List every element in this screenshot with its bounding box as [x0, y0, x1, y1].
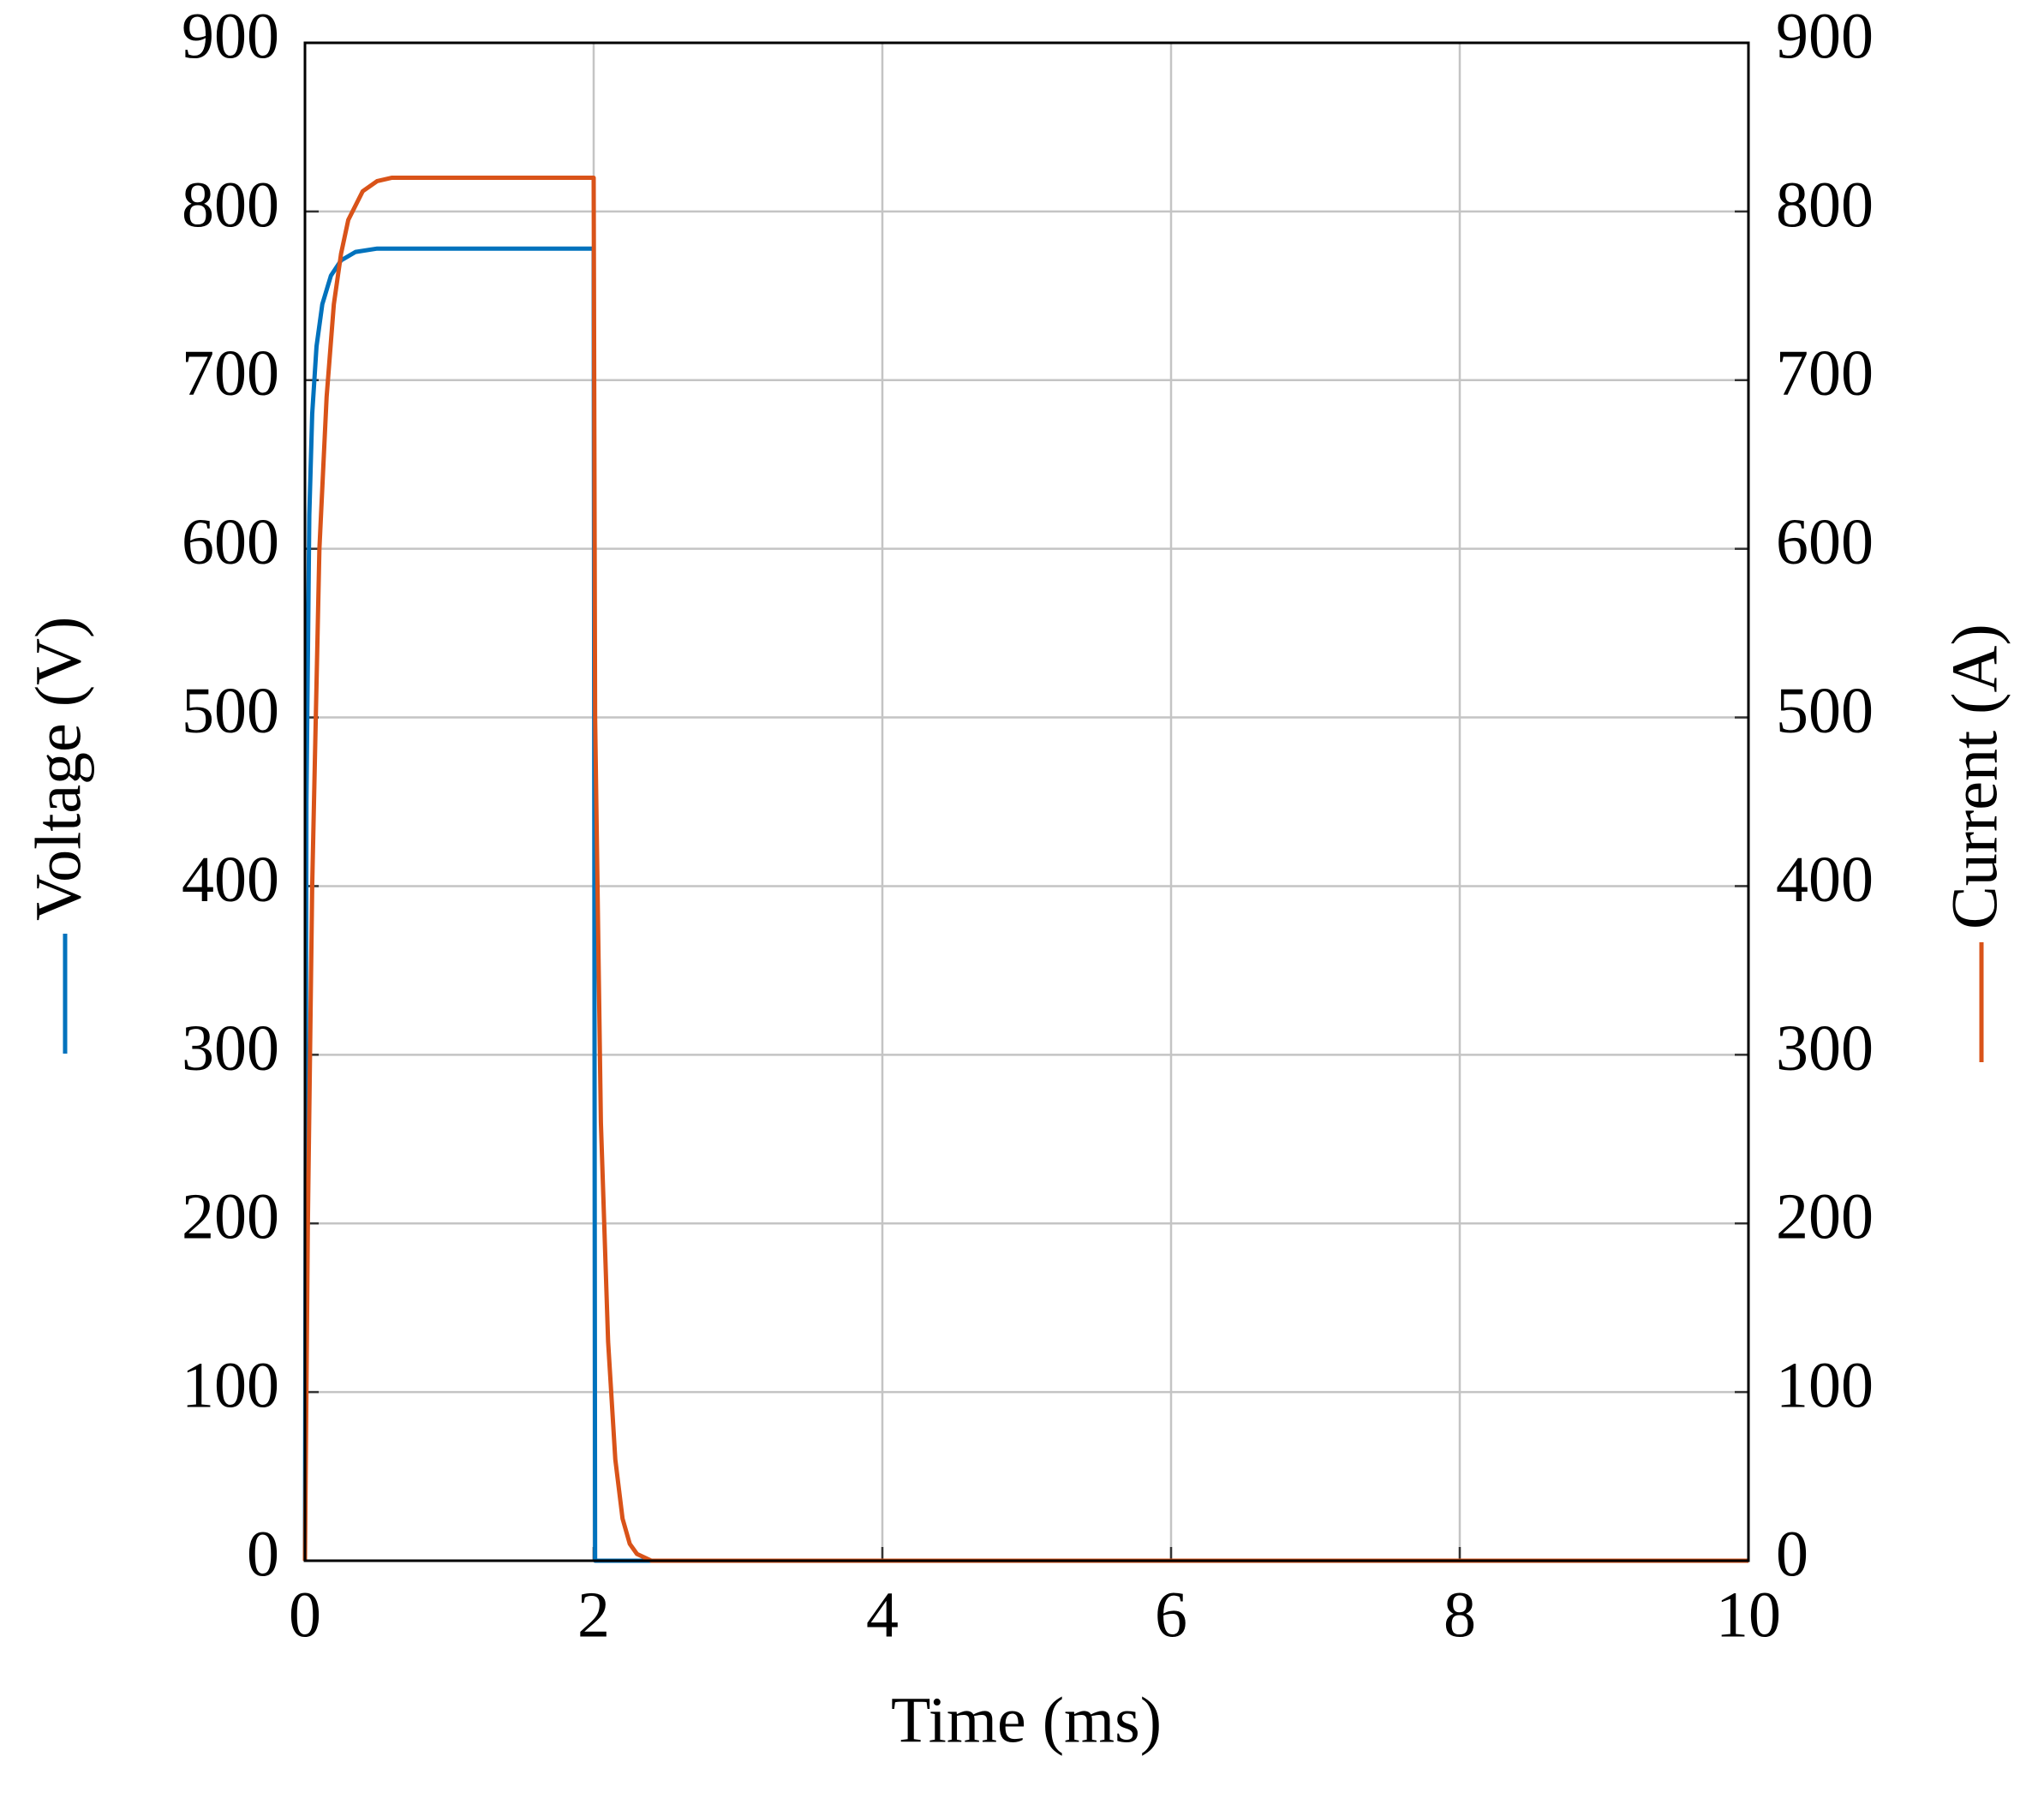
y-tick-label: 600	[182, 506, 279, 578]
series-line	[302, 176, 1748, 1563]
y2-tick-label: 300	[1776, 1012, 1874, 1084]
y2-tick-label: 600	[1776, 506, 1874, 578]
x-tick-label: 10	[1716, 1579, 1781, 1651]
y2-axis-label: Current (A)	[1939, 624, 2011, 929]
x-tick-label: 4	[866, 1579, 899, 1651]
plot-frame	[303, 41, 1750, 1562]
y2-tick-label: 900	[1776, 0, 1874, 72]
y2-tick-label: 200	[1776, 1181, 1874, 1253]
y-tick-label: 0	[247, 1518, 279, 1590]
y-tick-label: 200	[182, 1181, 279, 1253]
y2-tick-label: 700	[1776, 337, 1874, 409]
lines	[302, 176, 1748, 1563]
y-axis-label: Voltage (V)	[22, 617, 94, 921]
y-tick-label: 500	[182, 675, 279, 747]
y2-tick-label: 500	[1776, 675, 1874, 747]
y-tick-label: 300	[182, 1012, 279, 1084]
y2-tick-label: 100	[1776, 1350, 1874, 1422]
x-tick-label: 8	[1443, 1579, 1476, 1651]
y2-tick-label: 800	[1776, 169, 1874, 241]
y-tick-label: 100	[182, 1350, 279, 1422]
y2-tick-label: 0	[1776, 1518, 1808, 1590]
y-axis-label-group: Voltage (V)	[22, 617, 94, 1054]
x-axis-label: Time (ms)	[891, 1684, 1162, 1756]
y-tick-label: 900	[182, 0, 279, 72]
y2-tick-label: 400	[1776, 844, 1874, 916]
x-tick-label: 2	[577, 1579, 610, 1651]
x-tick-label: 6	[1155, 1579, 1187, 1651]
y-tick-label: 800	[182, 169, 279, 241]
y-tick-label: 700	[182, 337, 279, 409]
x-tick-label: 0	[289, 1579, 321, 1651]
y2-axis-label-group: Current (A)	[1939, 624, 2011, 1062]
y-tick-label: 400	[182, 844, 279, 916]
